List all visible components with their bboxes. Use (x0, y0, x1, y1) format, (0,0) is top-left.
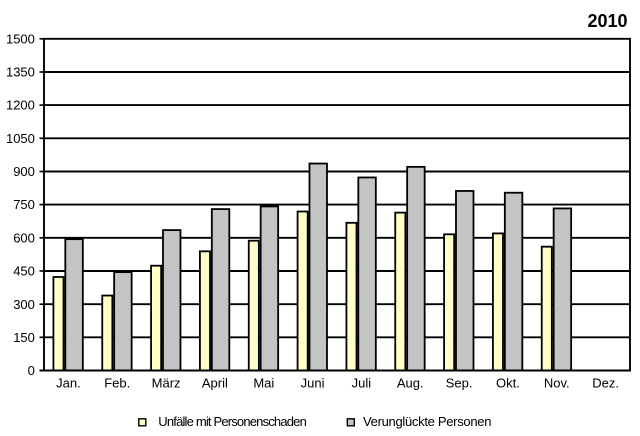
svg-text:Juli: Juli (352, 375, 372, 390)
svg-text:Sep.: Sep. (446, 375, 473, 390)
svg-text:Unfälle mit Personenschaden: Unfälle mit Personenschaden (158, 414, 306, 429)
svg-text:900: 900 (13, 164, 35, 179)
svg-text:Dez.: Dez. (592, 375, 619, 390)
svg-text:Jan.: Jan. (56, 375, 81, 390)
svg-text:1350: 1350 (6, 65, 35, 80)
svg-text:Nov.: Nov. (544, 375, 570, 390)
svg-text:Mai: Mai (253, 375, 274, 390)
svg-text:300: 300 (13, 297, 35, 312)
svg-text:1500: 1500 (6, 31, 35, 46)
svg-text:1050: 1050 (6, 131, 35, 146)
svg-text:600: 600 (13, 230, 35, 245)
svg-text:Aug.: Aug. (397, 375, 424, 390)
svg-text:0: 0 (28, 363, 35, 378)
svg-text:Feb.: Feb. (104, 375, 130, 390)
svg-text:Verunglückte Personen: Verunglückte Personen (363, 414, 491, 429)
svg-text:150: 150 (13, 330, 35, 345)
svg-text:750: 750 (13, 197, 35, 212)
svg-text:Juni: Juni (301, 375, 325, 390)
svg-text:1200: 1200 (6, 98, 35, 113)
svg-text:März: März (152, 375, 181, 390)
svg-text:2010: 2010 (587, 11, 627, 31)
svg-text:April: April (202, 375, 228, 390)
svg-text:450: 450 (13, 264, 35, 279)
svg-text:Okt.: Okt. (496, 375, 520, 390)
